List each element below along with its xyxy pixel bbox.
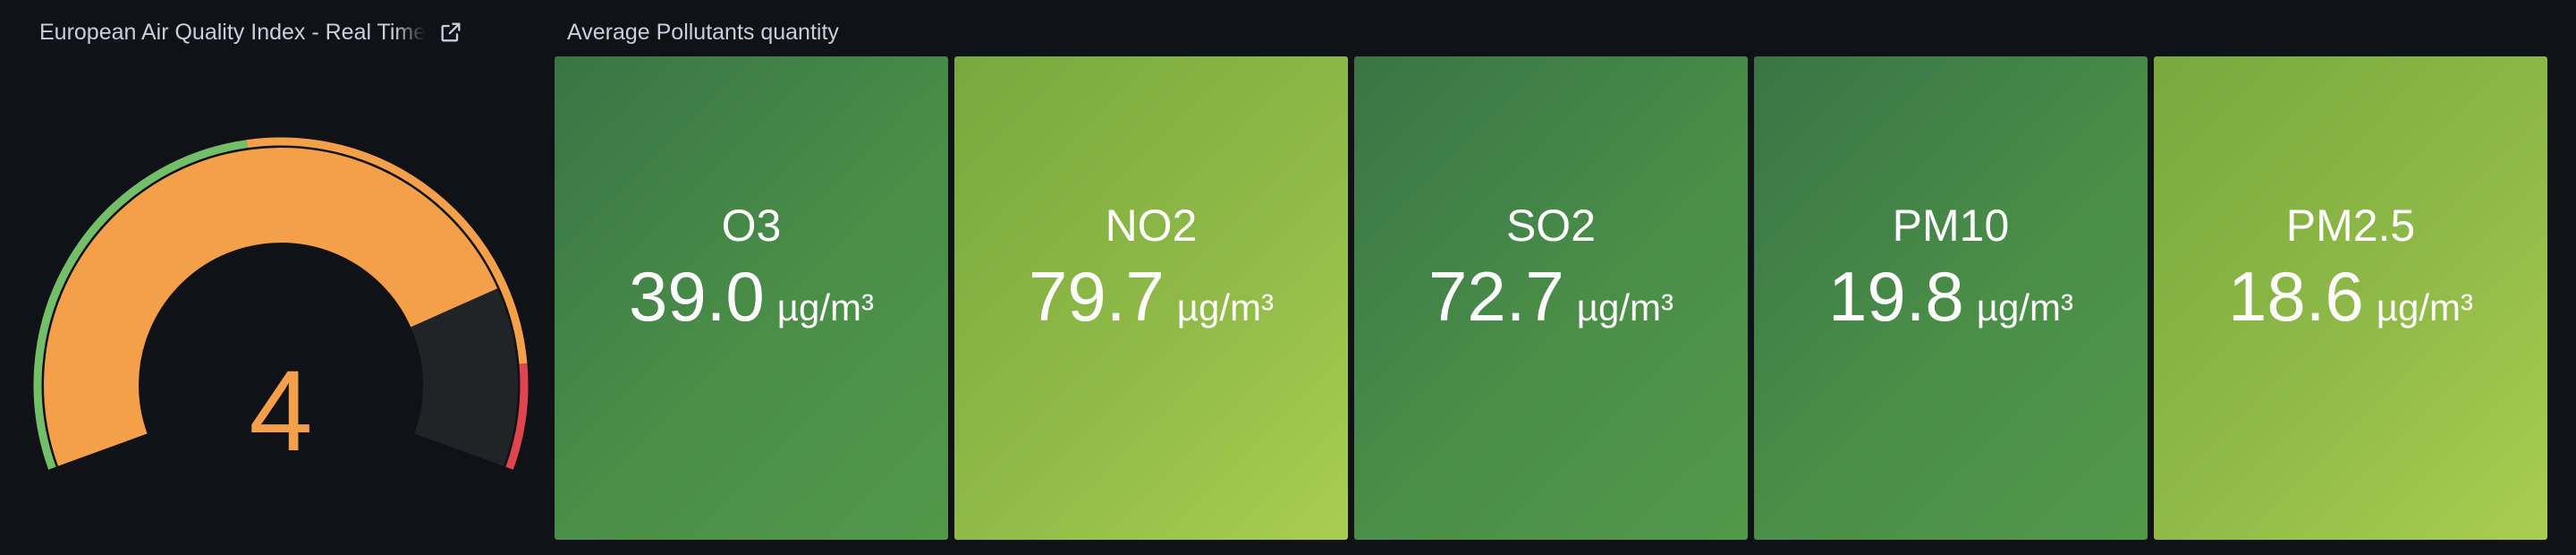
tile-value: 18.6	[2227, 257, 2364, 336]
tile-no2[interactable]: NO2 79.7 µg/m³	[954, 56, 1348, 540]
gauge-panel-title[interactable]: European Air Quality Index - Real Time	[39, 19, 427, 45]
tile-o3[interactable]: O3 39.0 µg/m³	[555, 56, 948, 540]
tile-unit: µg/m³	[2376, 286, 2473, 329]
tile-value: 39.0	[628, 257, 765, 336]
gauge-fill	[44, 148, 498, 466]
tile-value: 19.8	[1827, 257, 1964, 336]
pollutants-panel-header: Average Pollutants quantity	[567, 16, 1640, 48]
gauge-threshold-good	[33, 140, 248, 470]
gauge-threshold-bad	[505, 363, 529, 470]
tile-value: 79.7	[1028, 257, 1165, 336]
gauge-track	[410, 288, 518, 466]
tile-pm10[interactable]: PM10 19.8 µg/m³	[1754, 56, 2148, 540]
tile-unit: µg/m³	[1576, 286, 1674, 329]
tile-name: SO2	[1505, 201, 1597, 251]
pollutant-tiles: O3 39.0 µg/m³ NO2 79.7 µg/m³	[555, 56, 2547, 540]
external-link-icon[interactable]	[438, 20, 463, 45]
tile-name: PM2.5	[2285, 201, 2416, 251]
pollutants-panel-title[interactable]: Average Pollutants quantity	[567, 19, 839, 45]
gauge-panel-header: European Air Quality Index - Real Time	[39, 16, 522, 48]
tile-unit: µg/m³	[1976, 286, 2073, 329]
tile-name: PM10	[1892, 201, 2010, 251]
gauge-value: 4	[249, 347, 313, 475]
air-quality-gauge-panel: European Air Quality Index - Real Time 4	[0, 0, 537, 555]
tile-unit: µg/m³	[1176, 286, 1274, 329]
tile-unit: µg/m³	[776, 286, 874, 329]
gauge-threshold-moderate	[246, 137, 528, 364]
tile-name: O3	[721, 201, 782, 251]
tile-so2[interactable]: SO2 72.7 µg/m³	[1354, 56, 1748, 540]
tile-pm2-5[interactable]: PM2.5 18.6 µg/m³	[2154, 56, 2547, 540]
pollutants-panel: Average Pollutants quantity O3 39.0 µg/m…	[553, 0, 2553, 555]
tile-value: 72.7	[1428, 257, 1564, 336]
tile-name: NO2	[1105, 201, 1198, 251]
gauge-chart	[33, 137, 529, 470]
